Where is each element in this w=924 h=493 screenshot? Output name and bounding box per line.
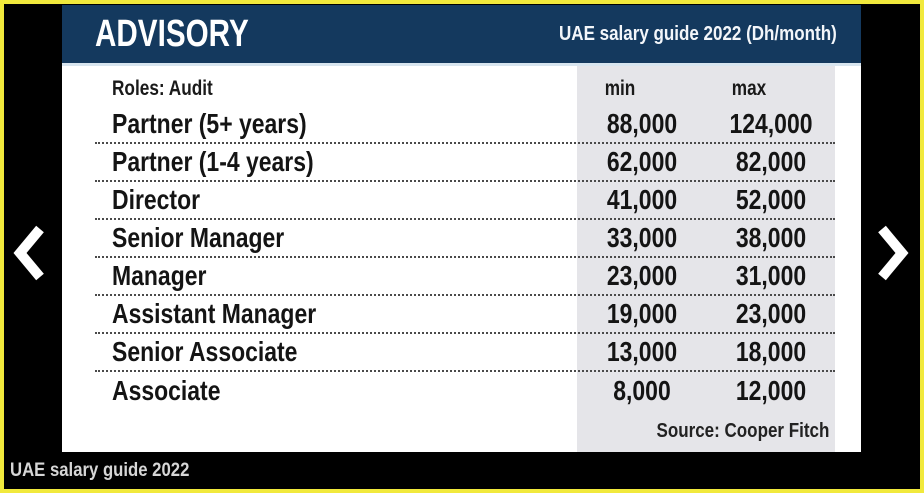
table-row: Senior Manager 33,000 38,000 xyxy=(95,220,835,258)
min-value: 19,000 xyxy=(606,298,678,329)
min-value: 8,000 xyxy=(613,375,671,406)
image-caption: UAE salary guide 2022 xyxy=(10,456,214,486)
max-value: 18,000 xyxy=(735,336,807,367)
salary-guide-card: ADVISORY UAE salary guide 2022 (Dh/month… xyxy=(62,5,861,452)
salary-table-body: Roles: Audit min max Partner (5+ years) … xyxy=(62,66,861,452)
card-header: ADVISORY UAE salary guide 2022 (Dh/month… xyxy=(62,5,861,63)
card-subtitle: UAE salary guide 2022 (Dh/month) xyxy=(559,22,837,45)
category-label-cell: Roles: Audit xyxy=(95,77,577,101)
role-label: Partner (5+ years) xyxy=(112,108,307,139)
chevron-left-icon xyxy=(13,224,47,282)
min-value: 13,000 xyxy=(606,336,678,367)
role-label: Director xyxy=(112,184,201,215)
table-row: Manager 23,000 31,000 xyxy=(95,258,835,296)
card-title: ADVISORY xyxy=(95,12,249,55)
min-value: 88,000 xyxy=(606,108,678,139)
role-label: Manager xyxy=(112,260,207,291)
next-image-button[interactable] xyxy=(873,224,911,282)
min-column-header: min xyxy=(604,77,636,100)
min-value: 33,000 xyxy=(606,222,678,253)
role-label: Assistant Manager xyxy=(112,298,317,329)
table-row: Associate 8,000 12,000 xyxy=(95,372,835,410)
table-row: Senior Associate 13,000 18,000 xyxy=(95,334,835,372)
chevron-right-icon xyxy=(875,224,909,282)
salary-table: Roles: Audit min max Partner (5+ years) … xyxy=(95,66,835,452)
table-row: Assistant Manager 19,000 23,000 xyxy=(95,296,835,334)
table-row: Director 41,000 52,000 xyxy=(95,182,835,220)
role-label: Associate xyxy=(112,375,221,406)
role-label: Senior Manager xyxy=(112,222,285,253)
max-column-header: max xyxy=(731,77,767,100)
max-value: 82,000 xyxy=(735,146,807,177)
max-value: 52,000 xyxy=(735,184,807,215)
table-row: Partner (1-4 years) 62,000 82,000 xyxy=(95,144,835,182)
source-row: Source: Cooper Fitch xyxy=(95,410,835,452)
previous-image-button[interactable] xyxy=(11,224,49,282)
max-value: 124,000 xyxy=(729,108,813,139)
table-header-row: Roles: Audit min max xyxy=(95,72,835,106)
max-value: 38,000 xyxy=(735,222,807,253)
min-value: 62,000 xyxy=(606,146,678,177)
max-value: 23,000 xyxy=(735,298,807,329)
header-divider xyxy=(62,63,861,66)
min-value: 41,000 xyxy=(606,184,678,215)
table-row: Partner (5+ years) 88,000 124,000 xyxy=(95,106,835,144)
max-value: 31,000 xyxy=(735,260,807,291)
caption-text: UAE salary guide 2022 xyxy=(10,460,190,481)
category-label: Roles: Audit xyxy=(112,77,213,100)
role-label: Partner (1-4 years) xyxy=(112,146,314,177)
values-column-band xyxy=(577,66,835,452)
role-label: Senior Associate xyxy=(112,336,298,367)
min-value: 23,000 xyxy=(606,260,678,291)
source-credit: Source: Cooper Fitch xyxy=(656,419,829,442)
max-value: 12,000 xyxy=(735,375,807,406)
